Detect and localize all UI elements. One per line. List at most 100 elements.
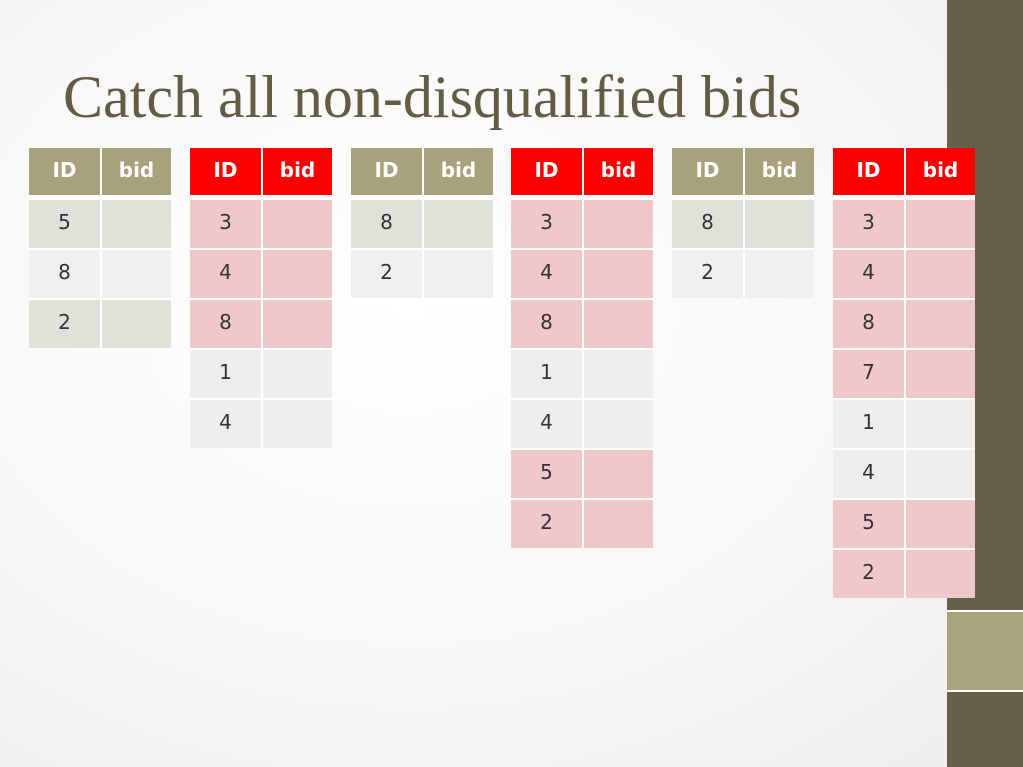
- id-cell: 2: [29, 298, 100, 348]
- id-cell: 7: [833, 348, 904, 398]
- id-cell: 4: [511, 398, 582, 448]
- sidebar-accent-block: [947, 612, 1023, 690]
- id-cell: 3: [511, 198, 582, 248]
- id-cell: 4: [511, 248, 582, 298]
- bid-cell: [100, 298, 171, 348]
- table-row: 4: [190, 248, 332, 298]
- id-cell: 1: [511, 348, 582, 398]
- id-cell: 4: [833, 448, 904, 498]
- bid-cell: [261, 198, 332, 248]
- id-cell: 4: [833, 248, 904, 298]
- id-cell: 4: [190, 398, 261, 448]
- table-row: 5: [29, 198, 171, 248]
- id-column-header: ID: [351, 148, 422, 198]
- sidebar-divider-top: [947, 610, 1023, 612]
- table-row: 3: [190, 198, 332, 248]
- bid-column-header: bid: [743, 148, 814, 198]
- bid-table-2: ID bid 3 4 8 1 4: [190, 148, 332, 448]
- table-row: 1: [833, 398, 975, 448]
- id-cell: 2: [511, 498, 582, 548]
- table-row: 2: [833, 548, 975, 598]
- id-cell: 5: [833, 498, 904, 548]
- bid-cell: [582, 398, 653, 448]
- bid-table-4: ID bid 3 4 8 1 4 5 2: [511, 148, 653, 548]
- table-row: 4: [511, 248, 653, 298]
- table-row: 3: [833, 198, 975, 248]
- id-cell: 8: [672, 198, 743, 248]
- bid-cell: [904, 448, 975, 498]
- table-header-row: ID bid: [351, 148, 493, 198]
- table-row: 4: [833, 248, 975, 298]
- bid-cell: [904, 498, 975, 548]
- bid-column-header: bid: [100, 148, 171, 198]
- table-row: 8: [511, 298, 653, 348]
- id-column-header: ID: [29, 148, 100, 198]
- id-cell: 2: [351, 248, 422, 298]
- bid-cell: [743, 248, 814, 298]
- bid-cell: [582, 248, 653, 298]
- bid-table-3: ID bid 8 2: [351, 148, 493, 298]
- table-row: 1: [190, 348, 332, 398]
- bid-column-header: bid: [904, 148, 975, 198]
- bid-cell: [582, 298, 653, 348]
- bid-table-6: ID bid 3 4 8 7 1 4 5: [833, 148, 975, 598]
- table-header-row: ID bid: [190, 148, 332, 198]
- bid-cell: [261, 398, 332, 448]
- table-row: 3: [511, 198, 653, 248]
- bid-cell: [904, 398, 975, 448]
- bid-cell: [422, 248, 493, 298]
- id-cell: 2: [833, 548, 904, 598]
- bid-cell: [904, 348, 975, 398]
- table-header-row: ID bid: [29, 148, 171, 198]
- bid-column-header: bid: [261, 148, 332, 198]
- bid-cell: [904, 248, 975, 298]
- table-row: 8: [351, 198, 493, 248]
- bid-cell: [582, 448, 653, 498]
- table-header-row: ID bid: [511, 148, 653, 198]
- id-cell: 8: [190, 298, 261, 348]
- id-cell: 4: [190, 248, 261, 298]
- bid-cell: [582, 348, 653, 398]
- bid-table-5: ID bid 8 2: [672, 148, 814, 298]
- bid-cell: [100, 198, 171, 248]
- table-row: 2: [351, 248, 493, 298]
- id-cell: 5: [511, 448, 582, 498]
- table-row: 4: [511, 398, 653, 448]
- id-cell: 8: [351, 198, 422, 248]
- bid-cell: [422, 198, 493, 248]
- bid-cell: [743, 198, 814, 248]
- bid-cell: [582, 498, 653, 548]
- id-cell: 8: [29, 248, 100, 298]
- table-row: 8: [29, 248, 171, 298]
- bid-table-1: ID bid 5 8 2: [29, 148, 171, 348]
- table-row: 2: [511, 498, 653, 548]
- bid-cell: [904, 198, 975, 248]
- table-header-row: ID bid: [833, 148, 975, 198]
- id-cell: 2: [672, 248, 743, 298]
- slide-title: Catch all non-disqualified bids: [63, 64, 802, 130]
- id-cell: 5: [29, 198, 100, 248]
- table-row: 5: [511, 448, 653, 498]
- bid-cell: [261, 348, 332, 398]
- bid-column-header: bid: [422, 148, 493, 198]
- id-cell: 8: [511, 298, 582, 348]
- sidebar-divider-bottom: [947, 690, 1023, 692]
- bid-cell: [904, 298, 975, 348]
- table-row: 1: [511, 348, 653, 398]
- id-column-header: ID: [190, 148, 261, 198]
- table-row: 8: [672, 198, 814, 248]
- bid-cell: [100, 248, 171, 298]
- id-cell: 8: [833, 298, 904, 348]
- table-row: 8: [190, 298, 332, 348]
- table-row: 5: [833, 498, 975, 548]
- table-header-row: ID bid: [672, 148, 814, 198]
- id-column-header: ID: [672, 148, 743, 198]
- table-row: 2: [29, 298, 171, 348]
- bid-cell: [261, 298, 332, 348]
- bid-cell: [261, 248, 332, 298]
- bid-cell: [904, 548, 975, 598]
- bid-cell: [582, 198, 653, 248]
- table-row: 7: [833, 348, 975, 398]
- table-row: 4: [833, 448, 975, 498]
- table-row: 4: [190, 398, 332, 448]
